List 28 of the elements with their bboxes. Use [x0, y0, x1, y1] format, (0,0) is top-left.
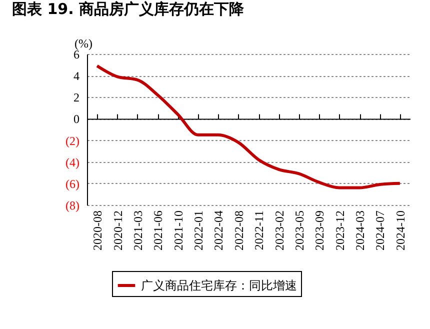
- x-tick-label: 2023-09: [312, 210, 327, 250]
- x-tick-label: 2023-05: [292, 210, 306, 250]
- x-tick-label: 2024-07: [373, 210, 388, 250]
- x-tick-label: 2023-12: [332, 210, 347, 250]
- x-tick-label: 2022-11: [252, 210, 266, 250]
- chart-title: 图表 19. 商品房广义库存仍在下降: [12, 0, 246, 18]
- y-tick-label: 0: [74, 112, 80, 126]
- y-tick-label: 6: [74, 48, 80, 62]
- x-tick-label: 2024-10: [393, 210, 408, 250]
- x-tick-label: 2021-10: [171, 210, 186, 250]
- y-tick-label: (4): [66, 155, 80, 170]
- x-tick-label: 2022-01: [192, 210, 206, 250]
- x-tick-label: 2021-06: [151, 210, 166, 250]
- y-tick-label: 2: [74, 90, 80, 105]
- y-axis-title: (%): [74, 36, 92, 50]
- y-tick-label: (8): [66, 198, 80, 212]
- x-tick-label: 2021-03: [130, 210, 145, 250]
- legend-label: 广义商品住宅库存：同比增速: [141, 278, 297, 292]
- x-tick-label: 2022-04: [212, 210, 226, 250]
- x-tick-label: 2022-08: [232, 210, 246, 250]
- y-tick-label: 4: [74, 69, 80, 84]
- x-tick-label: 2024-03: [353, 210, 368, 250]
- x-tick-label: 2023-02: [272, 210, 286, 250]
- x-tick-label: 2020-08: [90, 210, 105, 250]
- y-tick-label: (2): [66, 134, 80, 148]
- y-tick-label: (6): [66, 176, 80, 191]
- line-series: [96, 64, 402, 190]
- x-tick-label: 2020-12: [110, 210, 125, 250]
